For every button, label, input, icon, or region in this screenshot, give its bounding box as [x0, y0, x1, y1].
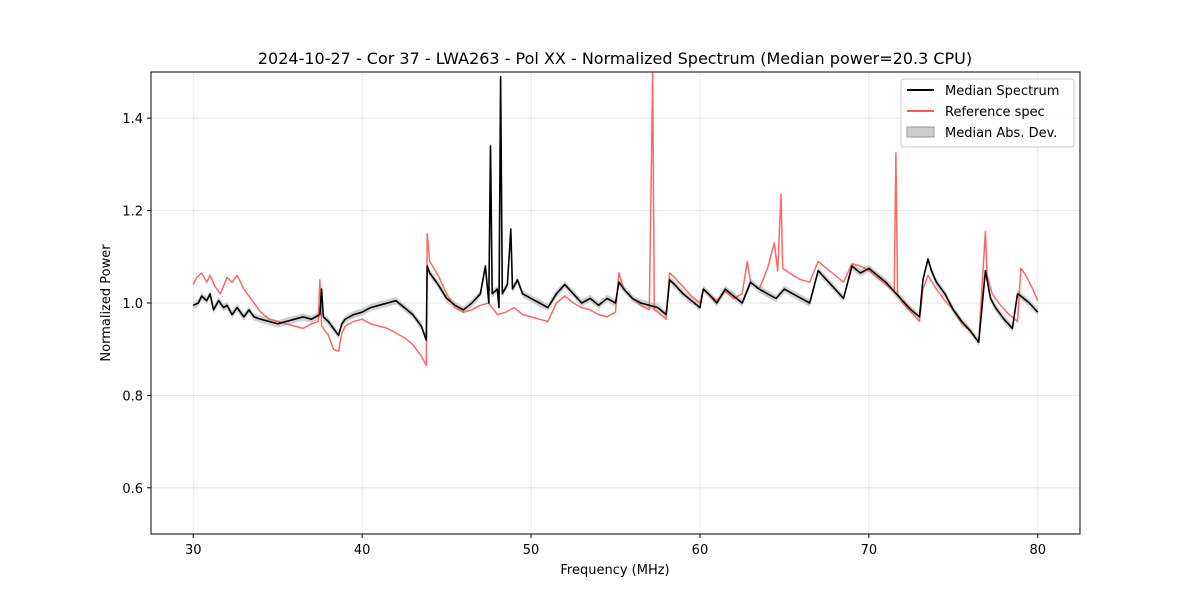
x-axis: 30 40 50 60 70 80: [185, 534, 1046, 558]
mad-band: [193, 72, 1038, 347]
y-tick-label: 1.4: [122, 112, 143, 127]
x-tick-label: 60: [692, 543, 709, 558]
y-tick-label: 1.2: [122, 205, 143, 220]
x-axis-label: Frequency (MHz): [560, 563, 669, 578]
median-spectrum-line: [192, 75, 1039, 344]
y-tick-label: 0.6: [122, 482, 143, 497]
x-tick-label: 80: [1029, 543, 1046, 558]
plot-clip-area: [192, 72, 1039, 367]
x-tick-label: 30: [185, 543, 202, 558]
legend-swatch-mad: [906, 126, 935, 138]
legend-label-reference: Reference spec: [945, 105, 1045, 120]
y-tick-label: 0.8: [122, 389, 143, 404]
x-tick-label: 40: [354, 543, 371, 558]
y-axis: 0.6 0.8 1.0 1.2 1.4: [122, 112, 151, 497]
legend-label-median: Median Spectrum: [945, 84, 1059, 99]
x-tick-label: 70: [861, 543, 878, 558]
legend: Median Spectrum Reference spec Median Ab…: [900, 78, 1075, 148]
y-tick-label: 1.0: [122, 297, 143, 312]
legend-box: [900, 78, 1075, 148]
y-axis-label: Normalized Power: [99, 244, 114, 362]
x-tick-label: 50: [523, 543, 540, 558]
legend-label-mad: Median Abs. Dev.: [945, 126, 1057, 141]
chart-title: 2024-10-27 - Cor 37 - LWA263 - Pol XX - …: [258, 49, 972, 68]
